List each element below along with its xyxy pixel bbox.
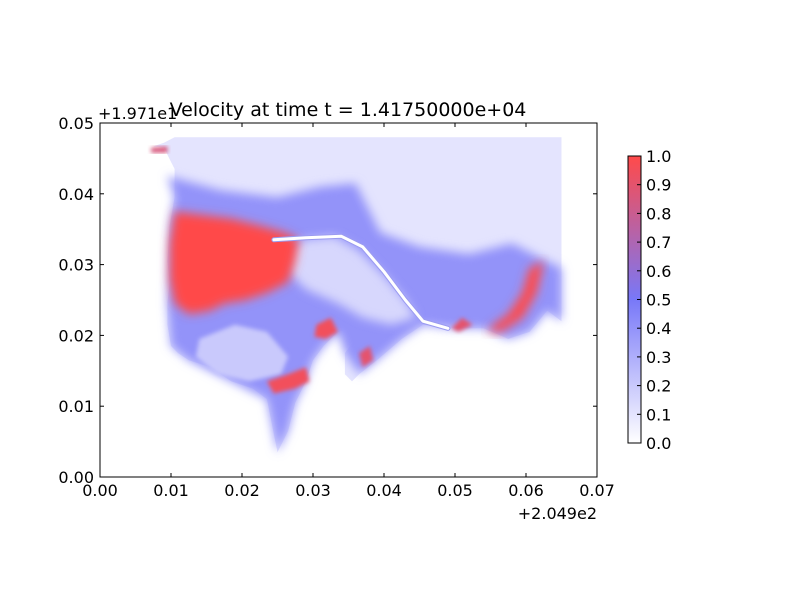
colorbar-tick-label: 0.2 (646, 377, 671, 396)
x-tick-label: 0.01 (153, 481, 189, 500)
colorbar-tick-label: 0.9 (646, 176, 671, 195)
region-south-basin-low (195, 324, 289, 382)
y-tick-label: 0.01 (58, 397, 94, 416)
colorbar-tick-label: 0.0 (646, 434, 671, 453)
y-tick-label: 0.04 (58, 185, 94, 204)
x-tick-label: 0.02 (224, 481, 260, 500)
region-lagoon-interior (288, 236, 416, 325)
region-barrier-tip-high (451, 317, 473, 332)
colorbar-ticks: 0.0 0.1 0.2 0.3 0.4 0.5 0.6 0.7 0.8 0.9 1.0 (637, 147, 671, 453)
x-tick-label: 0.00 (82, 481, 118, 500)
chart-title: Velocity at time t = 1.41750000e+04 (170, 99, 527, 121)
breakwater (272, 234, 450, 330)
x-tick-label: 0.05 (437, 481, 473, 500)
region-channel-high-a (314, 317, 338, 339)
colorbar-tick-label: 1.0 (646, 147, 671, 166)
y-tick-label: 0.00 (58, 468, 94, 487)
colorbar-tick-label: 0.1 (646, 405, 671, 424)
region-south-shore-high (266, 367, 310, 394)
x-tick-label: 0.07 (579, 481, 615, 500)
x-axis: 0.00 0.01 0.02 0.03 0.04 0.05 0.06 0.07 (82, 123, 615, 500)
region-west-high-velocity-zone (169, 211, 299, 315)
region-northwest-corner-high (151, 146, 168, 153)
y-tick-label: 0.03 (58, 256, 94, 275)
colorbar-tick-label: 0.6 (646, 262, 671, 281)
colorbar-tick-label: 0.8 (646, 204, 671, 223)
colorbar-tick-label: 0.4 (646, 319, 671, 338)
x-offset-label: +2.049e2 (518, 504, 597, 523)
y-offset-label: +1.971e1 (98, 104, 177, 123)
x-tick-label: 0.06 (508, 481, 544, 500)
colorbar-tick-label: 0.5 (646, 291, 671, 310)
y-tick-label: 0.05 (58, 114, 94, 133)
y-axis: 0.00 0.01 0.02 0.03 0.04 0.05 (58, 114, 597, 487)
axes-frame (99, 122, 598, 478)
x-tick-label: 0.04 (366, 481, 402, 500)
colorbar-tick-label: 0.3 (646, 348, 671, 367)
x-tick-label: 0.03 (295, 481, 331, 500)
heatmap-layer (151, 137, 562, 453)
region-channel-high-b (359, 346, 374, 368)
region-east-channel-high (486, 261, 544, 332)
colorbar-tick-label: 0.7 (646, 233, 671, 252)
y-tick-label: 0.02 (58, 326, 94, 345)
